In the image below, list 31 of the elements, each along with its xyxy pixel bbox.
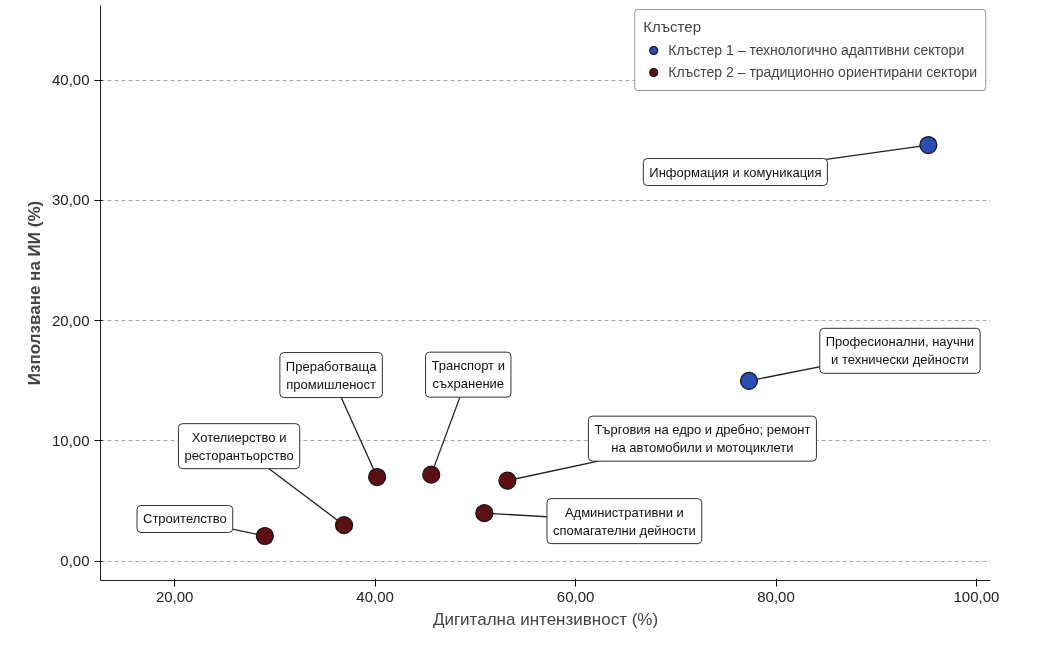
x-tick-label: 40,00	[356, 587, 394, 605]
point	[422, 465, 441, 484]
x-tick-label: 20,00	[155, 587, 194, 605]
x-tick-label: 60,00	[556, 587, 595, 605]
point	[919, 135, 938, 155]
y-axis-title: Използване на ИИ (%)	[24, 200, 44, 386]
y-tick-label: 30,00	[51, 191, 90, 209]
point	[498, 471, 517, 490]
point	[368, 467, 387, 487]
annotation: Преработваща промишленост	[285, 358, 378, 392]
legend-label: Клъстер 2 – традиционно ориентирани сектори	[668, 64, 977, 80]
point	[334, 516, 354, 535]
y-tick-label: 0,00	[60, 552, 90, 570]
annotation: Строителство	[143, 511, 227, 527]
point	[255, 526, 274, 546]
x-axis-title: Дигитална интензивност (%)	[432, 609, 659, 629]
annotation: Хотелиерство и ресторантьорство	[184, 429, 294, 463]
annotation: Информация и комуникация	[649, 164, 822, 180]
legend-label: Клъстер 1 – технологично адаптивни сектори	[668, 42, 965, 58]
annotation: Професионални, научни и технически дейности	[825, 334, 975, 368]
annotation: Търговия на едро и дребно; ремонт на автомобили и мотоциклети	[594, 422, 811, 456]
y-tick-label: 40,00	[51, 71, 90, 89]
y-tick-label: 10,00	[51, 431, 90, 449]
y-tick-label: 20,00	[51, 311, 90, 329]
legend-title: Клъстер	[643, 18, 702, 35]
point	[475, 504, 494, 523]
x-tick-label: 80,00	[757, 587, 795, 605]
annotation: Административни и спомагателни дейности	[552, 504, 696, 538]
annotation: Транспорт и съхранение	[431, 358, 505, 392]
x-tick-label: 100,00	[953, 587, 1000, 605]
point	[739, 371, 759, 390]
